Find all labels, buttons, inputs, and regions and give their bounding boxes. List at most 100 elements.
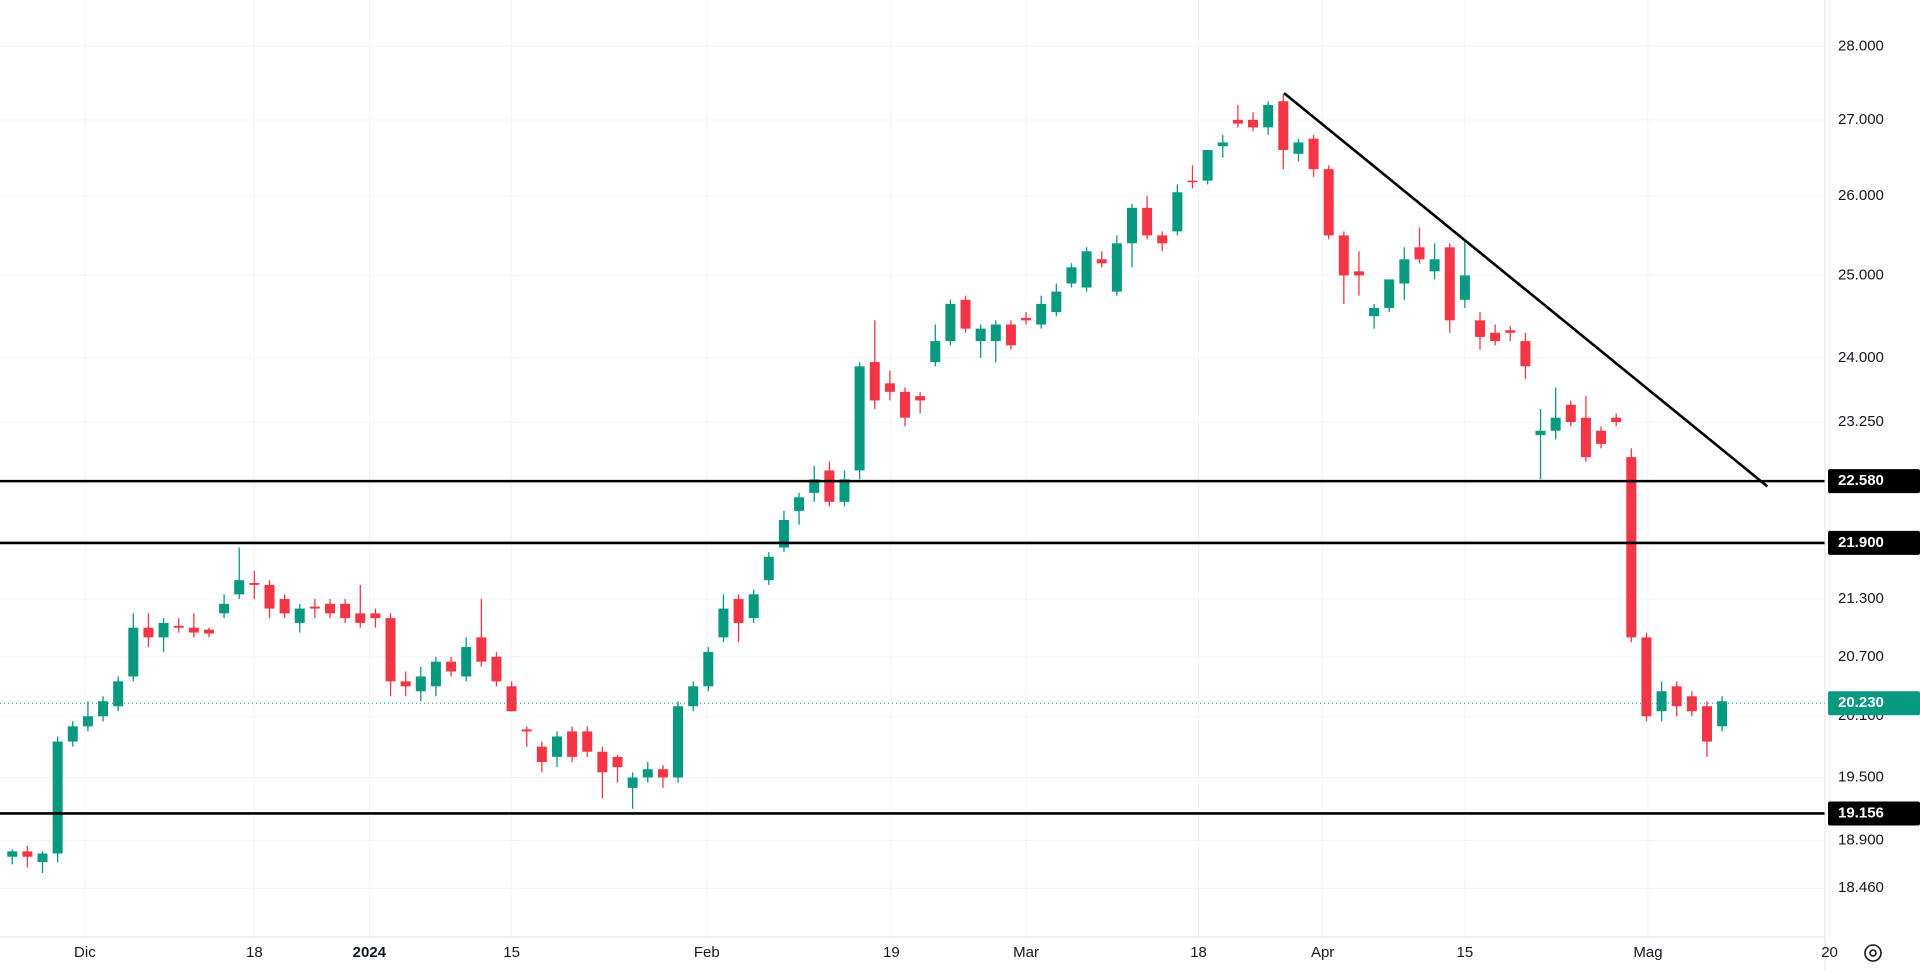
candle-body xyxy=(476,637,487,662)
candle-body xyxy=(1278,101,1289,151)
candle-body xyxy=(1263,104,1274,128)
y-tick-label: 28.000 xyxy=(1838,37,1884,54)
x-tick-label: 18 xyxy=(1190,944,1207,961)
candle-body xyxy=(1096,259,1107,264)
candle-body xyxy=(385,618,396,682)
candle-body xyxy=(1172,192,1183,232)
candle-body xyxy=(82,716,93,727)
x-tick-label: 15 xyxy=(503,944,520,961)
y-tick-label: 25.000 xyxy=(1838,266,1884,283)
plot xyxy=(0,92,1825,873)
candle-body xyxy=(1157,235,1168,244)
candle-body xyxy=(279,599,290,614)
candle-body xyxy=(400,681,411,687)
candle-body xyxy=(188,627,199,633)
candle-body xyxy=(854,366,865,471)
candle-body xyxy=(1611,417,1622,423)
gear-inner xyxy=(1869,949,1877,957)
candle-body xyxy=(219,603,230,614)
candle-body xyxy=(915,396,926,401)
candle-body xyxy=(521,729,532,732)
x-tick-label: Dic xyxy=(74,944,96,961)
candle-body xyxy=(1444,247,1455,321)
x-tick-label: 19 xyxy=(883,944,900,961)
candle-body xyxy=(1081,251,1092,288)
candle-body xyxy=(567,731,578,757)
candle-body xyxy=(673,706,684,778)
settings-icon[interactable] xyxy=(1864,944,1882,962)
y-tick-label: 18.900 xyxy=(1838,832,1884,849)
candle-body xyxy=(1021,317,1032,321)
candle-body xyxy=(824,470,835,502)
y-tick-label: 23.250 xyxy=(1838,413,1884,430)
candle-body xyxy=(900,391,911,418)
candle-body xyxy=(143,627,154,638)
candle-body xyxy=(748,594,759,619)
candle-body xyxy=(430,661,441,687)
candle-body xyxy=(1641,637,1652,717)
trendline xyxy=(1283,92,1769,488)
candle-body xyxy=(1232,119,1243,124)
candle-body xyxy=(1535,430,1546,436)
candle-body xyxy=(1111,243,1122,292)
candle-body xyxy=(446,661,457,672)
candle-body xyxy=(1459,275,1470,300)
candle-body xyxy=(1520,341,1531,367)
candle-body xyxy=(491,656,502,682)
y-tick-label: 20.700 xyxy=(1838,648,1884,665)
candle-body xyxy=(1005,324,1016,346)
y-axis: 28.000 27.000 26.000 25.000 24.000 23.250 21.3… xyxy=(1828,37,1920,896)
candle-body xyxy=(1066,267,1077,284)
x-tick-label: 15 xyxy=(1457,944,1474,961)
candle-body xyxy=(1036,303,1047,325)
candle-body xyxy=(536,746,547,763)
candle-body xyxy=(340,603,351,619)
y-tick-label: 18.460 xyxy=(1838,879,1884,896)
candle-body xyxy=(1142,207,1153,236)
level-label: 22.580 xyxy=(1838,472,1884,489)
candle-body xyxy=(551,736,562,757)
candle-body xyxy=(264,584,275,609)
candle-body xyxy=(1187,180,1198,183)
gear-outer xyxy=(1864,944,1882,962)
candle-body xyxy=(52,741,63,854)
candle-body xyxy=(930,341,941,363)
candle-body xyxy=(688,686,699,707)
y-tick-label: 27.000 xyxy=(1838,111,1884,128)
candle-body xyxy=(1323,169,1334,236)
candle-body xyxy=(1353,271,1364,276)
level-box xyxy=(1828,801,1920,826)
candle-body xyxy=(1701,706,1712,742)
candle-body xyxy=(1293,142,1304,154)
candle-body xyxy=(778,519,789,548)
candle-body xyxy=(203,629,214,634)
candle-body xyxy=(839,479,850,502)
candle-body xyxy=(1717,701,1728,727)
candle-body xyxy=(809,479,820,493)
candle-body xyxy=(1475,320,1486,337)
y-tick-label: 19.500 xyxy=(1838,768,1884,785)
candle-body xyxy=(461,647,472,677)
candle-body xyxy=(1338,235,1349,276)
candle-body xyxy=(1126,207,1137,244)
x-tick-label: Apr xyxy=(1311,944,1334,961)
x-tick-label: 18 xyxy=(246,944,263,961)
candle-body xyxy=(1580,417,1591,458)
candle-body xyxy=(249,583,260,585)
candle-body xyxy=(98,701,109,717)
candle-body xyxy=(113,681,124,707)
candle-body xyxy=(1550,417,1561,431)
candle-body xyxy=(158,622,169,638)
candle-body xyxy=(657,769,668,778)
candle-body xyxy=(128,627,139,677)
level-label: 19.156 xyxy=(1838,804,1884,821)
candle-body xyxy=(869,362,880,401)
candle-body xyxy=(506,686,517,712)
candle-body xyxy=(1414,247,1425,260)
candle-body xyxy=(1626,457,1637,638)
last-price-label: 20.230 xyxy=(1838,694,1884,711)
candle-body xyxy=(325,603,336,614)
candle-body xyxy=(1490,332,1501,342)
